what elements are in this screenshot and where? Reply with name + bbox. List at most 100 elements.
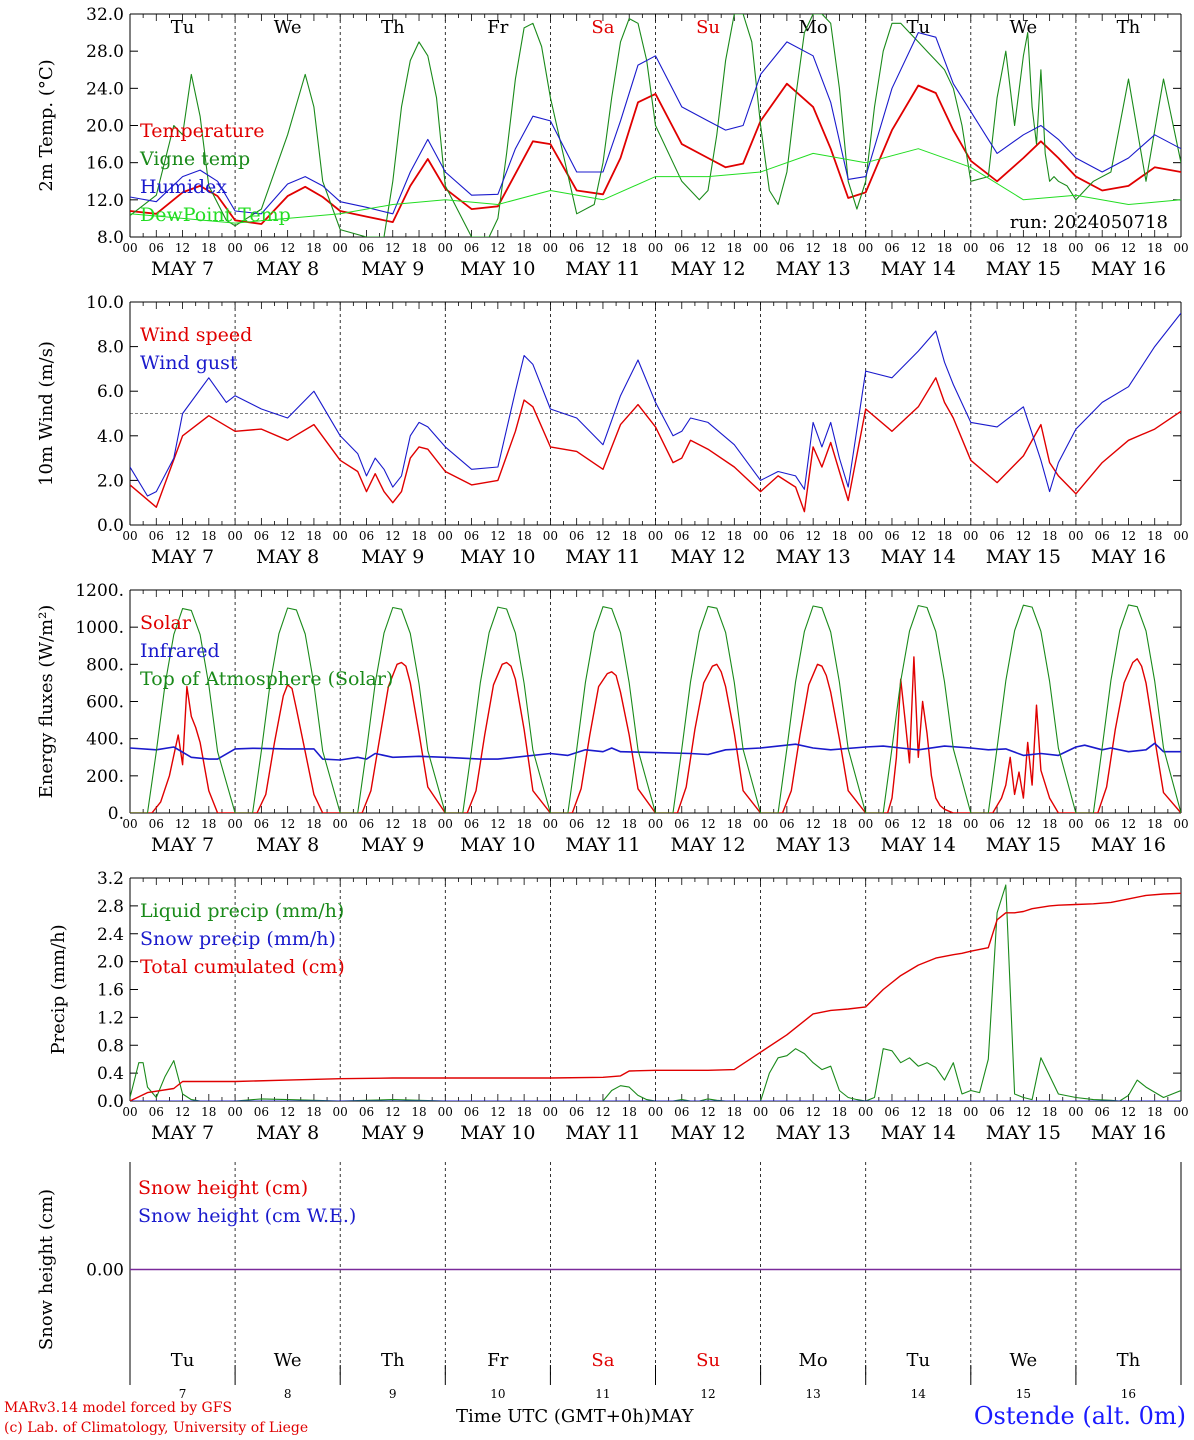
hour-tick-label: 18 [622, 241, 637, 255]
hour-tick-label: 06 [779, 1105, 794, 1119]
hour-tick-label: 06 [359, 1105, 374, 1119]
hour-tick-label: 12 [911, 1105, 926, 1119]
day-number-label: 8 [284, 1387, 292, 1401]
hour-tick-label: 06 [149, 1105, 164, 1119]
hour-tick-label: 00 [963, 817, 978, 831]
hour-tick-label: 06 [674, 241, 689, 255]
y-tick-label: 3.2 [97, 869, 124, 889]
date-label: MAY 7 [151, 258, 214, 280]
date-label: MAY 16 [1091, 258, 1166, 280]
date-label: MAY 11 [565, 258, 640, 280]
run-label: run: 2024050718 [1010, 212, 1168, 233]
hour-tick-label: 12 [700, 241, 715, 255]
hour-tick-label: 06 [884, 817, 899, 831]
legend-entry: Wind speed [140, 324, 252, 346]
weekday-label: Mo [799, 17, 828, 38]
hour-tick-label: 06 [989, 241, 1004, 255]
hour-tick-label: 00 [543, 529, 558, 543]
hour-tick-label: 12 [1121, 241, 1136, 255]
hour-tick-label: 06 [149, 241, 164, 255]
panel-temp: 00 06 12 18 00 06 12 18 00 06 12 18 00 06 12 18 00 06 12 18… [36, 5, 1189, 280]
hour-tick-label: 18 [937, 529, 952, 543]
date-label: MAY 15 [986, 546, 1061, 568]
time-axis-label: Time UTC (GMT+0h)MAY [456, 1406, 693, 1427]
hour-tick-label: 18 [306, 241, 321, 255]
hour-tick-label: 12 [1016, 817, 1031, 831]
hour-tick-label: 06 [464, 1105, 479, 1119]
y-tick-label: 28.0 [86, 42, 124, 62]
series-group [130, 312, 1181, 513]
hour-tick-label: 00 [963, 1105, 978, 1119]
date-label: MAY 7 [151, 546, 214, 568]
model-credit: MARv3.14 model forced by GFS [4, 1400, 233, 1416]
date-label: MAY 13 [776, 1122, 851, 1144]
hour-tick-label: 18 [306, 817, 321, 831]
hour-tick-label: 00 [227, 241, 242, 255]
date-label: MAY 9 [361, 834, 424, 856]
hour-tick-label: 18 [201, 529, 216, 543]
weekday-label: We [274, 1350, 302, 1371]
hour-tick-label: 06 [779, 817, 794, 831]
date-label: MAY 14 [881, 834, 956, 856]
time-axis-text: Time UTC (GMT+0h) [456, 1406, 651, 1427]
hour-tick-label: 18 [727, 817, 742, 831]
hour-tick-label: 00 [333, 1105, 348, 1119]
hour-tick-label: 12 [806, 529, 821, 543]
date-label: MAY 12 [670, 546, 745, 568]
hour-tick-label: 00 [227, 1105, 242, 1119]
legend-entry: DewPoint Temp [140, 204, 291, 226]
y-tick-label: 0.8 [97, 1036, 124, 1056]
legend-entry: Temperature [140, 120, 264, 142]
hour-tick-label: 18 [832, 529, 847, 543]
date-label: MAY 14 [881, 258, 956, 280]
hour-tick-label: 00 [753, 241, 768, 255]
date-label: MAY 16 [1091, 834, 1166, 856]
hour-tick-label: 00 [122, 817, 137, 831]
legend-entry: Infrared [140, 640, 220, 662]
hour-tick-label: 18 [622, 529, 637, 543]
y-tick-label: 2.8 [97, 897, 124, 917]
day-number-label: 14 [911, 1387, 927, 1401]
hour-tick-label: 00 [543, 817, 558, 831]
time-axis-month: MAY [650, 1406, 694, 1427]
series-line-top-of-atmosphere-solar- [130, 604, 1181, 813]
y-axis-label: 10m Wind (m/s) [36, 341, 57, 486]
y-tick-label: 0.0 [97, 516, 124, 536]
hour-tick-label: 06 [569, 529, 584, 543]
hour-tick-label: 00 [333, 529, 348, 543]
weekday-label: Tu [906, 17, 930, 38]
hour-tick-label: 06 [359, 817, 374, 831]
hour-tick-label: 00 [858, 817, 873, 831]
legend-entry: Vigne temp [139, 148, 250, 170]
hour-tick-label: 12 [280, 1105, 295, 1119]
weekday-label: Th [381, 1350, 405, 1371]
hour-tick-label: 00 [122, 529, 137, 543]
y-axis-label: Snow height (cm) [36, 1189, 57, 1350]
hour-tick-label: 12 [280, 241, 295, 255]
hour-tick-label: 18 [832, 1105, 847, 1119]
hour-tick-label: 06 [149, 817, 164, 831]
hour-tick-label: 12 [911, 241, 926, 255]
date-label: MAY 7 [151, 1122, 214, 1144]
hour-tick-label: 06 [989, 1105, 1004, 1119]
y-tick-label: 8.0 [97, 338, 124, 358]
weekday-label: Tu [906, 1350, 930, 1371]
hour-tick-label: 00 [438, 529, 453, 543]
day-number-label: 11 [595, 1387, 610, 1401]
hour-tick-label: 18 [201, 817, 216, 831]
y-tick-label: 2.4 [97, 925, 124, 945]
date-label: MAY 15 [986, 258, 1061, 280]
series-line-humidex [130, 32, 1181, 215]
copyright-credit: (c) Lab. of Climatology, University of L… [4, 1420, 309, 1436]
y-tick-label: 600. [86, 693, 124, 713]
hour-tick-label: 00 [227, 529, 242, 543]
hour-tick-label: 18 [516, 529, 531, 543]
hour-tick-label: 12 [1016, 241, 1031, 255]
hour-tick-label: 00 [858, 529, 873, 543]
date-label: MAY 12 [670, 258, 745, 280]
legend-entry: Snow precip (mm/h) [140, 928, 336, 950]
y-tick-label: 0. [108, 804, 124, 824]
y-tick-label: 6.0 [97, 382, 124, 402]
hour-tick-label: 18 [937, 1105, 952, 1119]
hour-tick-label: 06 [254, 1105, 269, 1119]
